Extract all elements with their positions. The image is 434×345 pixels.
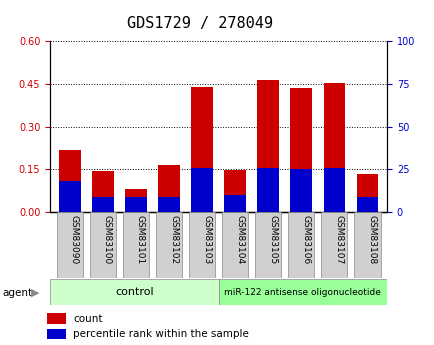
Bar	[218, 279, 386, 305]
Bar	[224, 195, 245, 212]
Bar	[158, 197, 179, 212]
Bar	[47, 328, 66, 339]
Bar	[188, 212, 215, 278]
Bar	[56, 212, 83, 278]
Bar	[290, 88, 311, 212]
Bar	[257, 168, 278, 212]
Bar	[254, 212, 281, 278]
Bar	[125, 197, 146, 212]
Bar	[92, 197, 113, 212]
Text: miR-122 antisense oligonucleotide: miR-122 antisense oligonucleotide	[224, 288, 381, 297]
Bar	[323, 168, 344, 212]
Bar	[290, 169, 311, 212]
Bar	[323, 83, 344, 212]
Text: count: count	[73, 314, 102, 324]
Text: GSM83101: GSM83101	[136, 215, 145, 265]
Text: agent: agent	[2, 288, 32, 297]
Bar	[50, 279, 218, 305]
Text: control: control	[115, 287, 153, 297]
Text: percentile rank within the sample: percentile rank within the sample	[73, 329, 248, 339]
Bar	[320, 212, 347, 278]
Bar	[191, 168, 212, 212]
Text: GSM83104: GSM83104	[234, 215, 243, 265]
Text: GSM83102: GSM83102	[169, 215, 178, 265]
Bar	[47, 313, 66, 324]
Bar	[122, 212, 149, 278]
Bar	[155, 212, 182, 278]
Bar	[59, 149, 80, 212]
Bar	[257, 80, 278, 212]
Bar	[356, 174, 377, 212]
Bar	[158, 165, 179, 212]
Bar	[221, 212, 248, 278]
Bar	[287, 212, 314, 278]
Bar	[92, 171, 113, 212]
Text: GSM83090: GSM83090	[70, 215, 79, 265]
Text: GSM83105: GSM83105	[267, 215, 276, 265]
Text: GSM83107: GSM83107	[333, 215, 342, 265]
Text: GSM83100: GSM83100	[103, 215, 112, 265]
Bar	[125, 189, 146, 212]
Bar	[59, 181, 80, 212]
Text: GDS1729 / 278049: GDS1729 / 278049	[127, 16, 273, 30]
Bar	[89, 212, 116, 278]
Bar	[353, 212, 380, 278]
Text: GSM83103: GSM83103	[202, 215, 210, 265]
Text: GSM83108: GSM83108	[366, 215, 375, 265]
Bar	[356, 197, 377, 212]
Text: ▶: ▶	[31, 288, 40, 297]
Text: GSM83106: GSM83106	[300, 215, 309, 265]
Bar	[224, 170, 245, 212]
Bar	[191, 87, 212, 212]
